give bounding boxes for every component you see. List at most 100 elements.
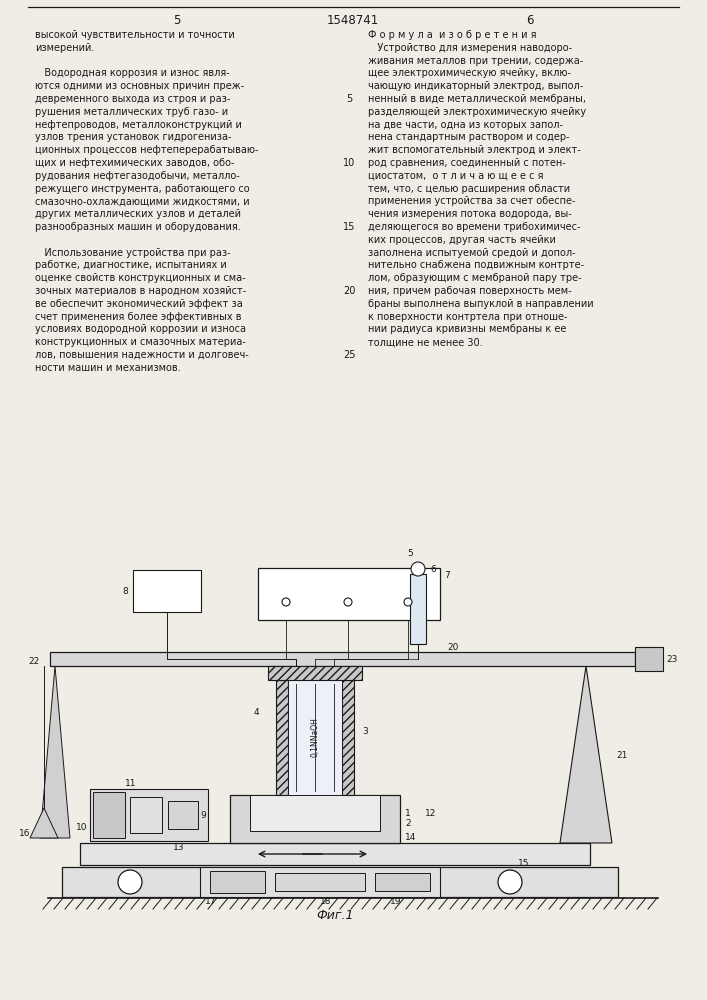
Text: 19: 19 [390, 898, 402, 906]
Text: других металлических узлов и деталей: других металлических узлов и деталей [35, 209, 241, 219]
Bar [200, 867, 440, 897]
Text: ционных процессов нефтеперерабатываю-: ционных процессов нефтеперерабатываю- [35, 145, 259, 155]
Text: нена стандартным раствором и содер-: нена стандартным раствором и содер- [368, 132, 570, 142]
Text: рушения металлических труб газо- и: рушения металлических труб газо- и [35, 107, 228, 117]
Bar [93, 792, 125, 838]
Text: 5: 5 [346, 94, 352, 104]
Text: 15: 15 [518, 859, 530, 868]
Text: к поверхности контртела при отноше-: к поверхности контртела при отноше- [368, 312, 568, 322]
Text: режущего инструмента, работающего со: режущего инструмента, работающего со [35, 184, 250, 194]
Text: применения устройства за счет обеспе-: применения устройства за счет обеспе- [368, 196, 575, 206]
Text: 15: 15 [343, 222, 355, 232]
Text: измерений.: измерений. [35, 43, 94, 53]
Text: нефтепроводов, металлоконструкций и: нефтепроводов, металлоконструкций и [35, 120, 242, 130]
Text: 17: 17 [205, 898, 216, 906]
Text: 14: 14 [405, 834, 416, 842]
Circle shape [344, 598, 352, 606]
Text: ния, причем рабочая поверхность мем-: ния, причем рабочая поверхность мем- [368, 286, 572, 296]
Text: Устройство для измерения наводоро-: Устройство для измерения наводоро- [368, 43, 572, 53]
Text: 3: 3 [362, 727, 368, 736]
Text: 5: 5 [173, 14, 181, 27]
Polygon shape [40, 666, 70, 838]
Bar [375, 873, 430, 891]
Bar [258, 568, 440, 620]
Text: рудования нефтегазодобычи, металло-: рудования нефтегазодобычи, металло- [35, 171, 240, 181]
Text: высокой чувствительности и точности: высокой чувствительности и точности [35, 30, 235, 40]
Text: Фиг.1: Фиг.1 [316, 909, 354, 922]
Text: 10: 10 [76, 822, 87, 832]
Text: 1: 1 [405, 810, 411, 818]
Text: чающую индикаторный электрод, выпол-: чающую индикаторный электрод, выпол- [368, 81, 583, 91]
Text: 0,1NNaOH: 0,1NNaOH [310, 718, 320, 757]
Text: оценке свойств конструкционных и сма-: оценке свойств конструкционных и сма- [35, 273, 245, 283]
Circle shape [118, 870, 142, 894]
Bar [130, 797, 162, 833]
Text: разнообразных машин и оборудования.: разнообразных машин и оборудования. [35, 222, 241, 232]
Text: 23: 23 [666, 654, 677, 664]
Text: ве обеспечит экономический эффект за: ве обеспечит экономический эффект за [35, 299, 243, 309]
Text: нии радиуса кривизны мембраны к ее: нии радиуса кривизны мембраны к ее [368, 324, 566, 334]
Bar [288, 680, 342, 795]
Text: тем, что, с целью расширения области: тем, что, с целью расширения области [368, 184, 570, 194]
Text: сравн.: сравн. [393, 574, 423, 583]
Text: 1548741: 1548741 [327, 14, 379, 27]
Bar [50, 652, 635, 666]
Text: Использование устройства при раз-: Использование устройства при раз- [35, 248, 230, 258]
Text: толщине не менее 30.: толщине не менее 30. [368, 337, 483, 347]
Text: нительно снабжена подвижным контрте-: нительно снабжена подвижным контрте- [368, 260, 584, 270]
Text: девременного выхода из строя и раз-: девременного выхода из строя и раз- [35, 94, 230, 104]
Text: деляющегося во времени трибохимичес-: деляющегося во времени трибохимичес- [368, 222, 580, 232]
Text: 5: 5 [407, 550, 413, 558]
Text: 13: 13 [173, 844, 185, 852]
Text: 10: 10 [343, 158, 355, 168]
Bar [276, 680, 288, 795]
Text: лом, образующим с мембраной пару тре-: лом, образующим с мембраной пару тре- [368, 273, 582, 283]
Text: 9: 9 [200, 810, 206, 820]
Text: ких процессов, другая часть ячейки: ких процессов, другая часть ячейки [368, 235, 556, 245]
Text: Ф о р м у л а  и з о б р е т е н и я: Ф о р м у л а и з о б р е т е н и я [368, 30, 537, 40]
Bar [275, 873, 365, 891]
Text: условиях водородной коррозии и износа: условиях водородной коррозии и износа [35, 324, 246, 334]
Text: 8: 8 [122, 586, 128, 595]
Circle shape [411, 562, 425, 576]
Bar [80, 843, 590, 865]
Text: щее электрохимическую ячейку, вклю-: щее электрохимическую ячейку, вклю- [368, 68, 571, 78]
Text: ности машин и механизмов.: ности машин и механизмов. [35, 363, 180, 373]
Text: Водородная коррозия и износ явля-: Водородная коррозия и износ явля- [35, 68, 230, 78]
Text: 22: 22 [28, 656, 40, 666]
Text: 20: 20 [343, 286, 355, 296]
Text: 6: 6 [430, 564, 436, 574]
Bar [250, 795, 380, 831]
Text: разделяющей электрохимическую ячейку: разделяющей электрохимическую ячейку [368, 107, 586, 117]
Text: зочных материалов в народном хозяйст-: зочных материалов в народном хозяйст- [35, 286, 246, 296]
Bar [62, 867, 618, 897]
Text: 25: 25 [343, 350, 355, 360]
Text: циостатом,  о т л и ч а ю щ е е с я: циостатом, о т л и ч а ю щ е е с я [368, 171, 544, 181]
Bar [210, 871, 265, 893]
Text: работке, диагностике, испытаниях и: работке, диагностике, испытаниях и [35, 260, 227, 270]
Text: лов, повышения надежности и долговеч-: лов, повышения надежности и долговеч- [35, 350, 249, 360]
Text: браны выполнена выпуклой в направлении: браны выполнена выпуклой в направлении [368, 299, 594, 309]
Bar [342, 680, 354, 795]
Text: ются одними из основных причин преж-: ются одними из основных причин преж- [35, 81, 244, 91]
Text: род сравнения, соединенный с потен-: род сравнения, соединенный с потен- [368, 158, 566, 168]
Text: 18: 18 [320, 898, 332, 906]
Text: 6: 6 [526, 14, 534, 27]
Text: ненный в виде металлической мембраны,: ненный в виде металлической мембраны, [368, 94, 586, 104]
Text: щих и нефтехимических заводов, обо-: щих и нефтехимических заводов, обо- [35, 158, 235, 168]
Bar [635, 647, 663, 671]
Circle shape [498, 870, 522, 894]
Bar [168, 801, 198, 829]
Text: всп.: всп. [339, 574, 358, 583]
Text: 7: 7 [444, 572, 450, 580]
Text: 16: 16 [18, 828, 30, 838]
Text: 2: 2 [405, 820, 411, 828]
Bar [268, 666, 362, 680]
Text: раб.: раб. [276, 574, 296, 583]
Polygon shape [30, 808, 58, 838]
Circle shape [282, 598, 290, 606]
Text: 21: 21 [616, 750, 627, 760]
Text: заполнена испытуемой средой и допол-: заполнена испытуемой средой и допол- [368, 248, 575, 258]
Text: жит вспомогательный электрод и элект-: жит вспомогательный электрод и элект- [368, 145, 580, 155]
Polygon shape [560, 666, 612, 843]
